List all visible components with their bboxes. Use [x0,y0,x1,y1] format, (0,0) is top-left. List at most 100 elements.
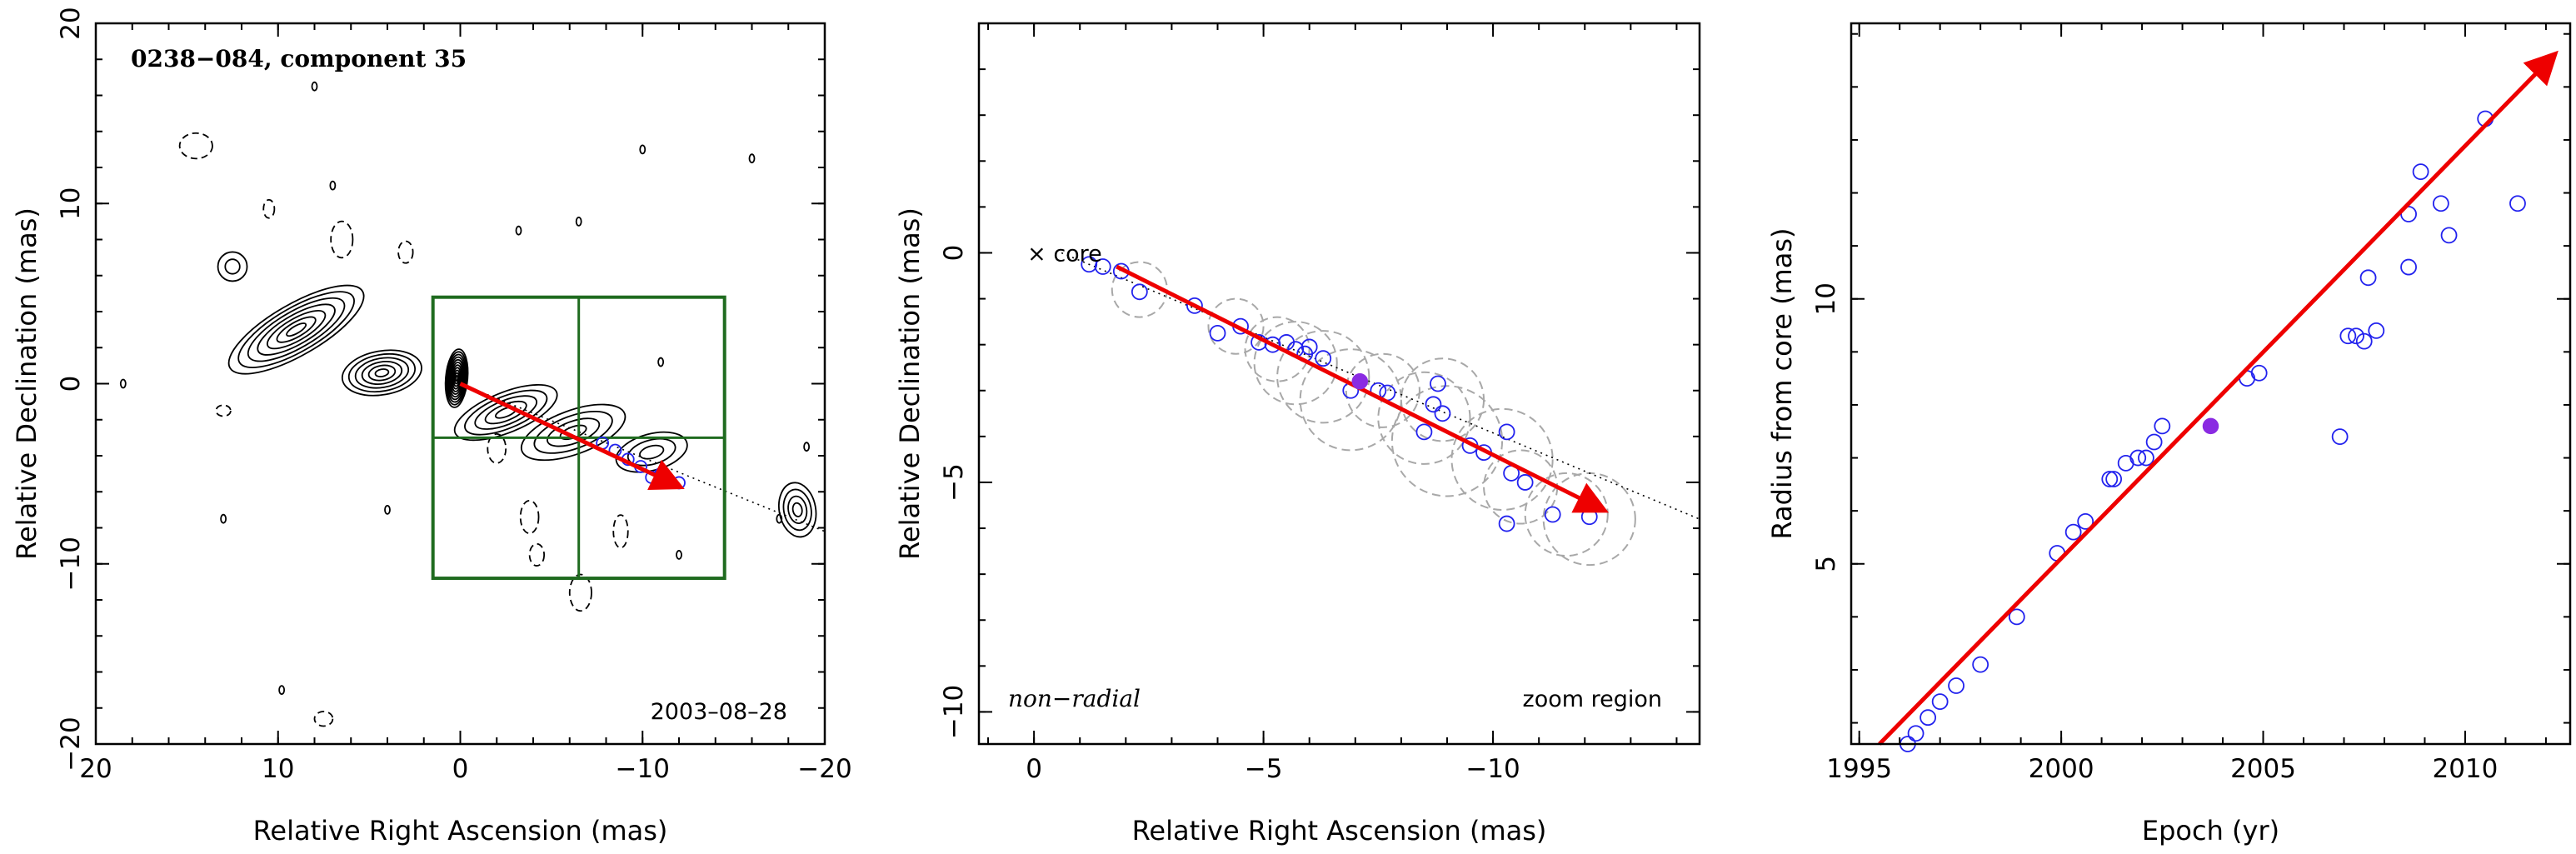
dashed-contour-line [215,404,232,417]
component-point [1425,396,1442,413]
contour-speck [776,513,783,524]
radius-epoch-panel: 1995 2000 2005 2010 5 10 Epoch (yr) Radius fr… [1766,22,2572,847]
uncertainty-circle [1111,261,1168,318]
epoch-point [2339,327,2357,345]
contour-line [451,364,463,392]
component-point [1498,423,1515,441]
contour-title: 0238−084, component 35 [131,45,467,72]
epoch-point [2064,523,2082,541]
contour-line [354,357,410,389]
contour-plot-overlays [431,295,826,581]
zoom-axis-ticks: 0 −5 −10 0 −5 −10 [939,22,1700,784]
contour-line [447,353,467,403]
contour-line [266,309,327,350]
epoch-point [2101,471,2119,487]
component-point [1209,324,1226,342]
contour-line [247,297,346,362]
contour-line [453,372,460,385]
radius-y-axis-label: Radius from core (mas) [1766,227,1798,539]
component-point [1434,405,1451,422]
zoom-plot-frame [977,22,1701,746]
radius-plot-frame [1850,22,2572,746]
zoom-region-panel: 0 −5 −10 0 −5 −10 × core non−radial zoom regi… [894,22,1701,847]
contour-epoch-label: 2003–08–28 [651,699,787,725]
epoch-point [2400,258,2417,276]
zoom-x-axis-label: Relative Right Ascension (mas) [1132,815,1547,847]
uncertainty-circle [1207,297,1265,355]
dashed-contour-line [397,240,414,264]
epoch-point [2008,608,2025,626]
contour-y-tick-label: −10 [56,537,86,591]
epoch-point [1972,656,1989,673]
contour-line [452,367,462,390]
epoch-point [2355,332,2373,350]
contour-speck [278,685,286,696]
zoom-y-tick-label: 0 [939,245,969,262]
contour-speck [748,153,756,164]
dashed-contour-line [528,542,546,567]
component-point [1516,474,1534,491]
component-point [1094,258,1111,275]
zoom-x-tick-label: −5 [1245,754,1283,784]
contour-line [217,251,248,282]
contour-line [446,351,468,406]
epoch-point [2412,163,2429,180]
uncertainty-circle [1244,316,1310,382]
zoom-y-tick-label: −5 [939,463,969,502]
contour-group [119,81,817,744]
non-radial-label: non−radial [1008,685,1141,712]
contour-y-tick-label: 0 [56,376,86,392]
radius-y-tick-label: 5 [1811,556,1841,572]
dashed-contour-line [347,742,356,744]
epoch-point [1907,725,1925,742]
component-point [1415,423,1433,441]
dashed-contour-line [519,499,540,535]
contour-x-tick-label: 20 [79,754,112,784]
uncertainty-circle [1299,348,1402,452]
contour-line [782,488,812,532]
highlight-point [1351,372,1369,390]
contour-lines [119,81,817,744]
epoch-point [2368,322,2385,339]
fit-arrow [1878,50,2559,746]
contour-speck [515,225,522,236]
epoch-point [2331,428,2349,446]
component-point [1498,515,1515,532]
contour-line [341,349,422,397]
contour-line [237,291,355,368]
contour-x-axis-label: Relative Right Ascension (mas) [253,815,668,847]
contour-line [778,482,817,538]
contour-speck [220,513,227,524]
contour-x-tick-label: −20 [797,754,851,784]
contour-line [367,364,397,382]
zoom-y-tick-label: −10 [939,685,969,739]
contour-line [286,322,307,337]
dashed-contour-line [487,432,507,464]
component-point [1300,338,1318,356]
contour-speck [803,442,811,452]
component-point [1430,375,1446,392]
contour-line [453,384,558,442]
component-point [1131,283,1148,301]
trajectory-line [460,382,826,532]
motion-arrow [459,382,685,491]
dashed-contour-line [330,220,354,259]
dashed-contour-line [612,514,629,549]
component-point [1264,336,1281,353]
epoch-point [2348,327,2364,345]
epoch-point [2509,195,2526,212]
contour-line [520,403,627,462]
contour-line [547,417,601,447]
uncertainty-circle [1276,330,1370,424]
contour-speck [575,216,582,227]
contour-line [449,362,464,395]
epoch-point [2077,512,2094,530]
epoch-point [1920,709,1937,727]
component-point [1081,256,1098,273]
epoch-point [2359,269,2377,287]
epoch-point [2432,195,2449,212]
uncertainty-circle [1253,321,1338,406]
contour-line [448,358,465,398]
